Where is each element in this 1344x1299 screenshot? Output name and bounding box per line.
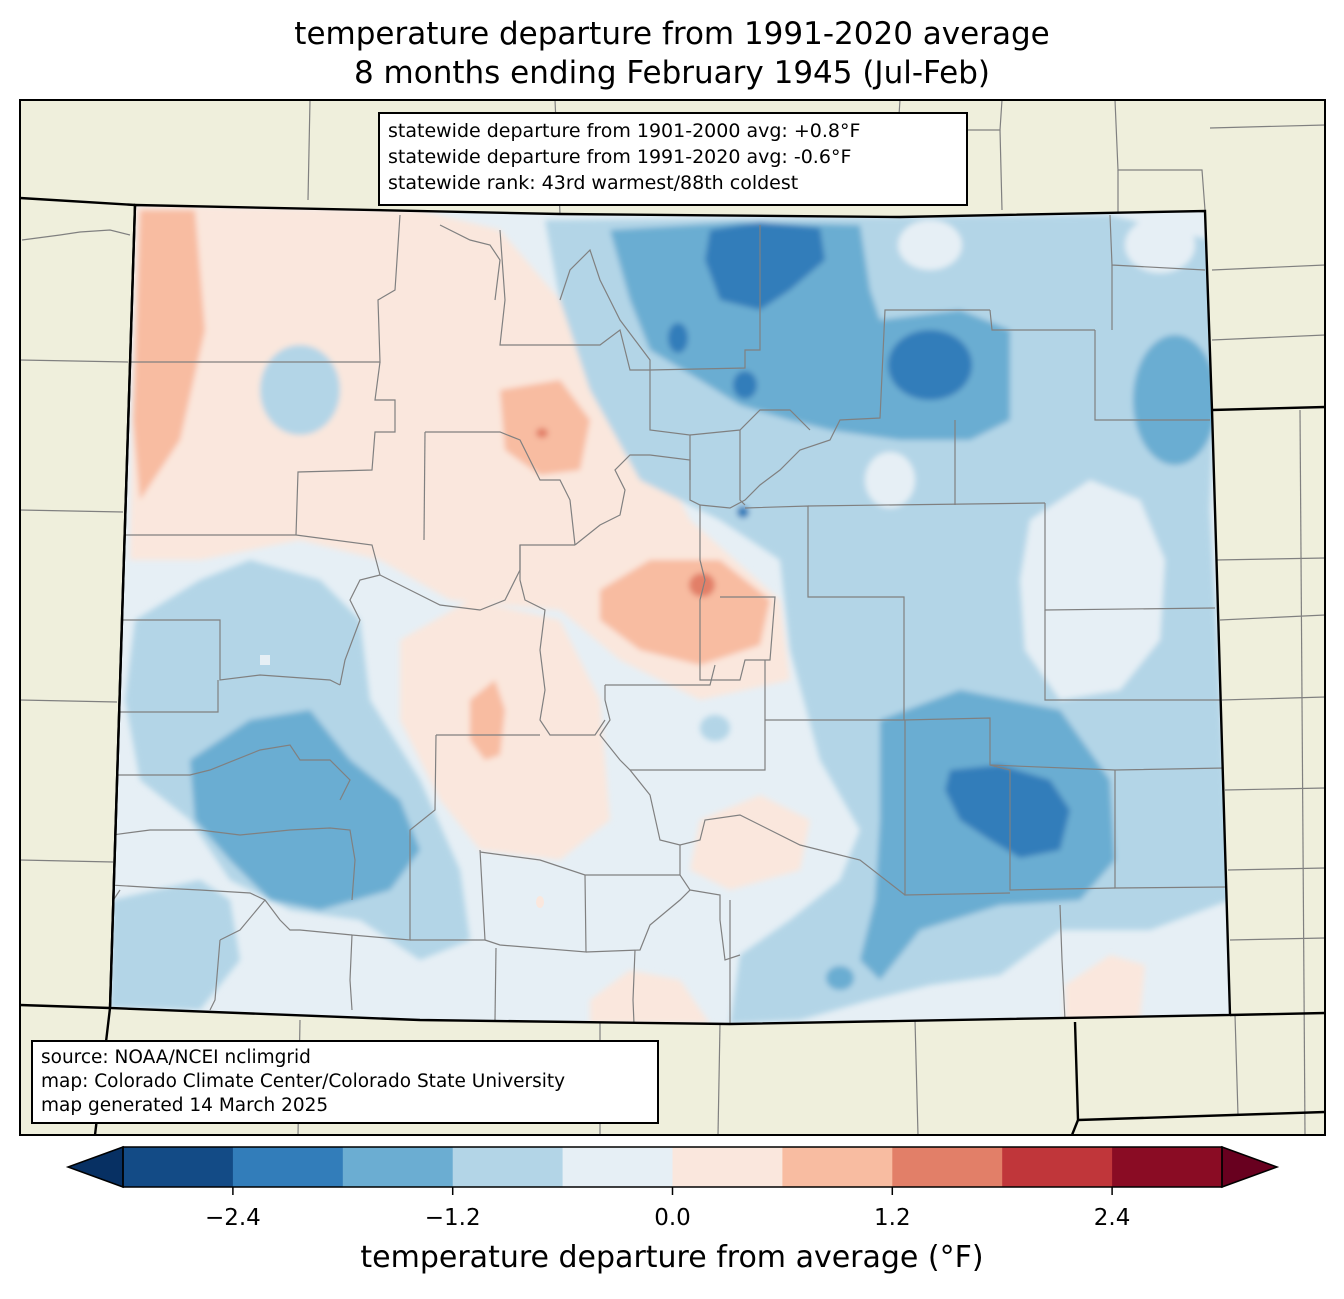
source-line-generated: map generated 14 March 2025: [41, 1094, 649, 1118]
colorbar-bin: [453, 1147, 563, 1187]
colorbar-bin: [1112, 1147, 1222, 1187]
stats-line-1901-2000: statewide departure from 1901-2000 avg: …: [388, 118, 958, 144]
colorbar-label: temperature departure from average (°F): [0, 1240, 1344, 1275]
colorbar-tick-label: 2.4: [1052, 1205, 1172, 1231]
stats-line-1991-2020: statewide departure from 1991-2020 avg: …: [388, 144, 958, 170]
colorbar-bin: [892, 1147, 1002, 1187]
source-line-data: source: NOAA/NCEI nclimgrid: [41, 1046, 649, 1070]
colorbar-bin: [673, 1147, 783, 1187]
source-line-map: map: Colorado Climate Center/Colorado St…: [41, 1070, 649, 1094]
stats-line-rank: statewide rank: 43rd warmest/88th coldes…: [388, 170, 958, 196]
colorbar-tick-label: 1.2: [832, 1205, 952, 1231]
colorbar-under-arrow: [68, 1147, 123, 1187]
colorbar-bin: [1002, 1147, 1112, 1187]
colorbar: [68, 1147, 1277, 1195]
temperature-field: [100, 200, 1240, 1030]
source-box: source: NOAA/NCEI nclimgrid map: Colorad…: [31, 1040, 659, 1124]
colorbar-bin: [563, 1147, 673, 1187]
colorbar-tick-label: −2.4: [173, 1205, 293, 1231]
colorbar-bin: [343, 1147, 453, 1187]
colorbar-bin: [233, 1147, 343, 1187]
colorbar-bin: [123, 1147, 233, 1187]
colorbar-tick-label: 0.0: [613, 1205, 733, 1231]
colorbar-tick-label: −1.2: [393, 1205, 513, 1231]
colorbar-over-arrow: [1222, 1147, 1277, 1187]
statewide-stats-box: statewide departure from 1901-2000 avg: …: [378, 112, 968, 206]
colorbar-bin: [782, 1147, 892, 1187]
